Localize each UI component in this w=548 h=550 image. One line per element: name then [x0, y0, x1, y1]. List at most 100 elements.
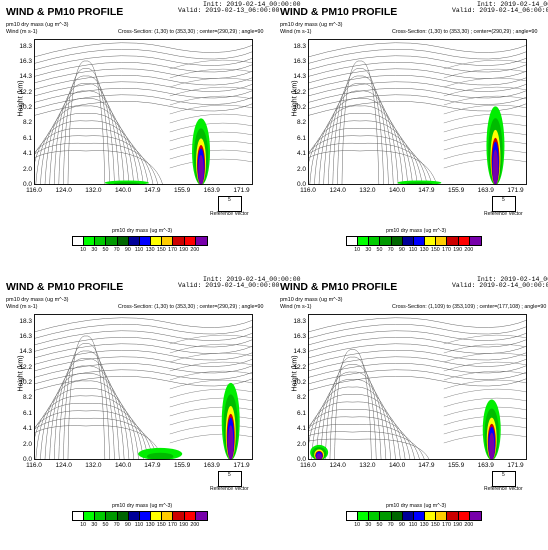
colorbar-swatch — [447, 237, 459, 245]
init-time: Init: 2019-02-14_00:00:00 — [477, 276, 548, 283]
field-label-pm10: pm10 dry mass (ug m^-3) — [6, 22, 69, 28]
streamline — [443, 122, 527, 133]
colorbar-swatch — [173, 237, 185, 245]
streamline — [34, 94, 253, 110]
colorbar-label: 10 — [354, 522, 361, 528]
colorbar-label: 70 — [113, 247, 120, 253]
colorbar-label: 130 — [419, 247, 429, 253]
colorbar-swatch — [358, 237, 370, 245]
panel-title: WIND & PM10 PROFILE — [6, 6, 124, 18]
streamline — [34, 425, 164, 460]
cross-section-info: Cross-Section: (1,30) to (353,30) ; cent… — [392, 29, 538, 35]
y-axis-label: Height (km) — [291, 355, 299, 392]
streamline — [308, 135, 428, 185]
x-tick-label: 171.9 — [233, 462, 250, 469]
colorbar-swatch — [106, 237, 118, 245]
plot-area — [308, 314, 527, 460]
streamline — [34, 150, 164, 185]
colorbar-swatch — [402, 512, 414, 520]
streamline — [334, 349, 372, 460]
streamline — [308, 62, 527, 77]
colorbar-swatch — [151, 512, 163, 520]
pm10-plume — [486, 106, 505, 185]
x-tick-label: 155.9 — [447, 462, 465, 469]
streamline — [443, 59, 527, 70]
y-tick-label: 2.0 — [296, 165, 306, 173]
panel-title: WIND & PM10 PROFILE — [280, 6, 398, 18]
streamline — [308, 350, 527, 365]
streamline — [63, 343, 110, 460]
streamline — [34, 120, 144, 185]
y-tick-label: 16.3 — [19, 332, 32, 340]
streamline — [34, 135, 154, 185]
y-tick-label: 6.1 — [22, 134, 32, 142]
colorbar-swatch — [391, 512, 403, 520]
colorbar-swatch — [162, 512, 174, 520]
x-tick-label: 116.0 — [26, 462, 42, 469]
y-tick-label: 6.1 — [22, 409, 32, 417]
plume-contour — [489, 432, 495, 460]
x-tick-label: 155.9 — [173, 187, 191, 194]
colorbar-label: 70 — [113, 522, 120, 528]
plot-frame — [34, 314, 253, 460]
streamline — [53, 358, 120, 460]
colorbar-label: 190 — [453, 247, 463, 253]
streamline — [327, 83, 394, 185]
colorbar-label: 90 — [398, 522, 405, 528]
streamline — [34, 81, 253, 97]
colorbar-label: 200 — [190, 247, 200, 253]
y-tick-label: 4.1 — [22, 424, 32, 432]
streamline — [169, 149, 253, 160]
streamline — [34, 55, 253, 71]
streamline — [443, 104, 527, 115]
colorbar — [72, 236, 208, 246]
streamline — [169, 424, 253, 435]
valid-time: Valid: 2019-02-14_06:00:00 — [452, 7, 548, 14]
colorbar-swatch — [173, 512, 185, 520]
streamline — [308, 317, 527, 333]
colorbar-label: 50 — [102, 247, 109, 253]
streamline — [169, 77, 253, 88]
y-tick-label: 18.3 — [19, 317, 32, 325]
colorbar-swatch — [369, 237, 381, 245]
streamline — [443, 95, 527, 106]
colorbar-label: 190 — [453, 522, 463, 528]
streamline — [34, 324, 253, 339]
colorbar-swatch — [128, 237, 140, 245]
colorbar-swatch — [73, 237, 85, 245]
reference-vector-value: 5 — [228, 472, 231, 478]
colorbar-label: 130 — [145, 522, 155, 528]
colorbar-swatch — [151, 237, 163, 245]
x-tick-label: 171.9 — [233, 187, 250, 194]
streamline — [308, 369, 527, 385]
colorbar-label: 170 — [442, 247, 451, 253]
y-tick-label: 18.3 — [293, 317, 306, 325]
y-tick-label: 16.3 — [293, 57, 306, 65]
streamline — [169, 433, 253, 444]
x-tick-label: 116.0 — [300, 187, 316, 194]
plume-contour — [316, 453, 322, 460]
streamline — [34, 75, 253, 90]
cross-section-info: Cross-Section: (1,30) to (353,30) ; cent… — [118, 304, 264, 310]
field-label-wind: Wind (m s-1) — [280, 29, 312, 35]
valid-time: Valid: 2019-02-14_00:00:00 — [178, 282, 280, 289]
colorbar-title: pm10 dry mass (ug m^-3) — [386, 228, 447, 234]
y-tick-label: 10.2 — [293, 378, 306, 386]
field-label-wind: Wind (m s-1) — [280, 304, 312, 310]
colorbar-label: 200 — [190, 522, 200, 528]
reference-vector-label: Reference Vector — [484, 486, 523, 492]
valid-time: Valid: 2019-02-14_00:00:00 — [452, 282, 548, 289]
streamline — [34, 317, 253, 333]
colorbar-swatch — [458, 512, 470, 520]
colorbar-swatch — [413, 512, 426, 520]
streamline — [443, 334, 527, 345]
streamline — [53, 83, 120, 185]
streamline — [34, 395, 144, 460]
y-tick-label: 16.3 — [19, 57, 32, 65]
plot-frame — [308, 314, 527, 460]
wind-streamlines — [34, 42, 253, 185]
streamline — [308, 324, 527, 339]
y-tick-label: 2.0 — [296, 440, 306, 448]
x-tick-label: 147.9 — [144, 187, 161, 194]
streamline — [325, 364, 382, 460]
